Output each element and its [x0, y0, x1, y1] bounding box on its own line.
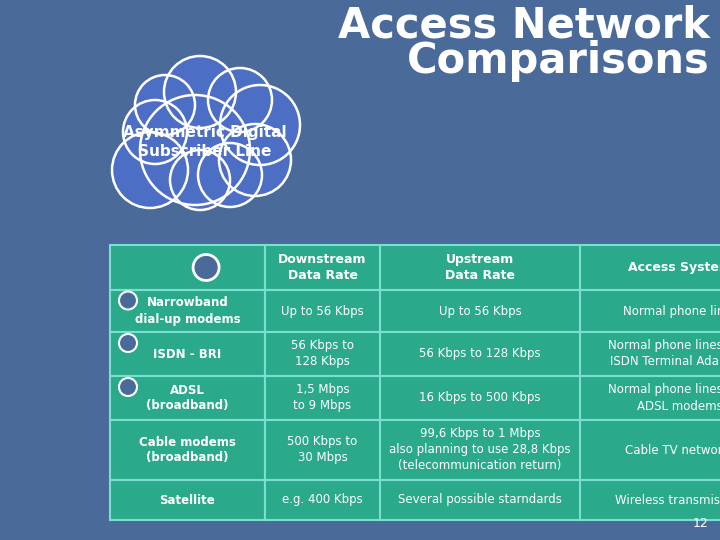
- FancyBboxPatch shape: [580, 480, 720, 520]
- FancyBboxPatch shape: [110, 290, 265, 332]
- Text: Upstream
Data Rate: Upstream Data Rate: [445, 253, 515, 282]
- FancyBboxPatch shape: [110, 332, 265, 376]
- Text: e.g. 400 Kbps: e.g. 400 Kbps: [282, 494, 363, 507]
- Circle shape: [135, 75, 195, 135]
- Text: Access Network: Access Network: [338, 5, 710, 47]
- FancyBboxPatch shape: [380, 245, 580, 290]
- Text: Asymmetric Digital: Asymmetric Digital: [123, 125, 287, 139]
- Text: Up to 56 Kbps: Up to 56 Kbps: [281, 305, 364, 318]
- Text: 16 Kbps to 500 Kbps: 16 Kbps to 500 Kbps: [419, 392, 541, 404]
- Text: 500 Kbps to
30 Mbps: 500 Kbps to 30 Mbps: [287, 435, 358, 464]
- Text: Wireless transmission: Wireless transmission: [616, 494, 720, 507]
- Circle shape: [198, 143, 262, 207]
- FancyBboxPatch shape: [110, 376, 265, 420]
- FancyBboxPatch shape: [110, 480, 265, 520]
- Circle shape: [140, 95, 250, 205]
- Text: ISDN - BRI: ISDN - BRI: [153, 348, 222, 361]
- Text: 1,5 Mbps
to 9 Mbps: 1,5 Mbps to 9 Mbps: [294, 383, 351, 413]
- Text: 56 Kbps to
128 Kbps: 56 Kbps to 128 Kbps: [291, 340, 354, 368]
- FancyBboxPatch shape: [265, 376, 380, 420]
- Circle shape: [119, 378, 137, 396]
- FancyBboxPatch shape: [580, 245, 720, 290]
- Text: Normal phone lines with
ADSL modems: Normal phone lines with ADSL modems: [608, 383, 720, 413]
- Text: Normal phone lines: Normal phone lines: [623, 305, 720, 318]
- Circle shape: [193, 254, 219, 280]
- FancyBboxPatch shape: [380, 290, 580, 332]
- Text: ADSL
(broadband): ADSL (broadband): [146, 383, 229, 413]
- Text: Narrowband
dial-up modems: Narrowband dial-up modems: [135, 296, 240, 326]
- Text: 12: 12: [692, 517, 708, 530]
- Circle shape: [112, 132, 188, 208]
- Circle shape: [119, 334, 137, 352]
- Text: Comparisons: Comparisons: [408, 40, 710, 82]
- Circle shape: [170, 150, 230, 210]
- Text: Downstream
Data Rate: Downstream Data Rate: [278, 253, 366, 282]
- Circle shape: [219, 124, 291, 196]
- FancyBboxPatch shape: [265, 245, 380, 290]
- FancyBboxPatch shape: [380, 376, 580, 420]
- Text: Cable modems
(broadband): Cable modems (broadband): [139, 435, 236, 464]
- Text: 99,6 Kbps to 1 Mbps
also planning to use 28,8 Kbps
(telecommunication return): 99,6 Kbps to 1 Mbps also planning to use…: [390, 428, 571, 472]
- FancyBboxPatch shape: [580, 420, 720, 480]
- FancyBboxPatch shape: [380, 332, 580, 376]
- FancyBboxPatch shape: [265, 332, 380, 376]
- FancyBboxPatch shape: [580, 332, 720, 376]
- FancyBboxPatch shape: [265, 290, 380, 332]
- Circle shape: [164, 56, 236, 128]
- Circle shape: [220, 85, 300, 165]
- Text: Access System: Access System: [628, 261, 720, 274]
- Text: Cable TV networks: Cable TV networks: [625, 443, 720, 456]
- FancyBboxPatch shape: [380, 480, 580, 520]
- FancyBboxPatch shape: [580, 290, 720, 332]
- Text: Satellite: Satellite: [160, 494, 215, 507]
- Text: Up to 56 Kbps: Up to 56 Kbps: [438, 305, 521, 318]
- FancyBboxPatch shape: [110, 245, 265, 290]
- Text: Subscriber Line: Subscriber Line: [138, 145, 271, 159]
- Text: Normal phone lines with
ISDN Terminal Adapters: Normal phone lines with ISDN Terminal Ad…: [608, 340, 720, 368]
- Circle shape: [208, 68, 272, 132]
- Text: Several possible starndards: Several possible starndards: [398, 494, 562, 507]
- FancyBboxPatch shape: [580, 376, 720, 420]
- Circle shape: [123, 100, 187, 164]
- FancyBboxPatch shape: [110, 420, 265, 480]
- Circle shape: [119, 292, 137, 309]
- Text: 56 Kbps to 128 Kbps: 56 Kbps to 128 Kbps: [419, 348, 541, 361]
- FancyBboxPatch shape: [265, 420, 380, 480]
- FancyBboxPatch shape: [380, 420, 580, 480]
- FancyBboxPatch shape: [265, 480, 380, 520]
